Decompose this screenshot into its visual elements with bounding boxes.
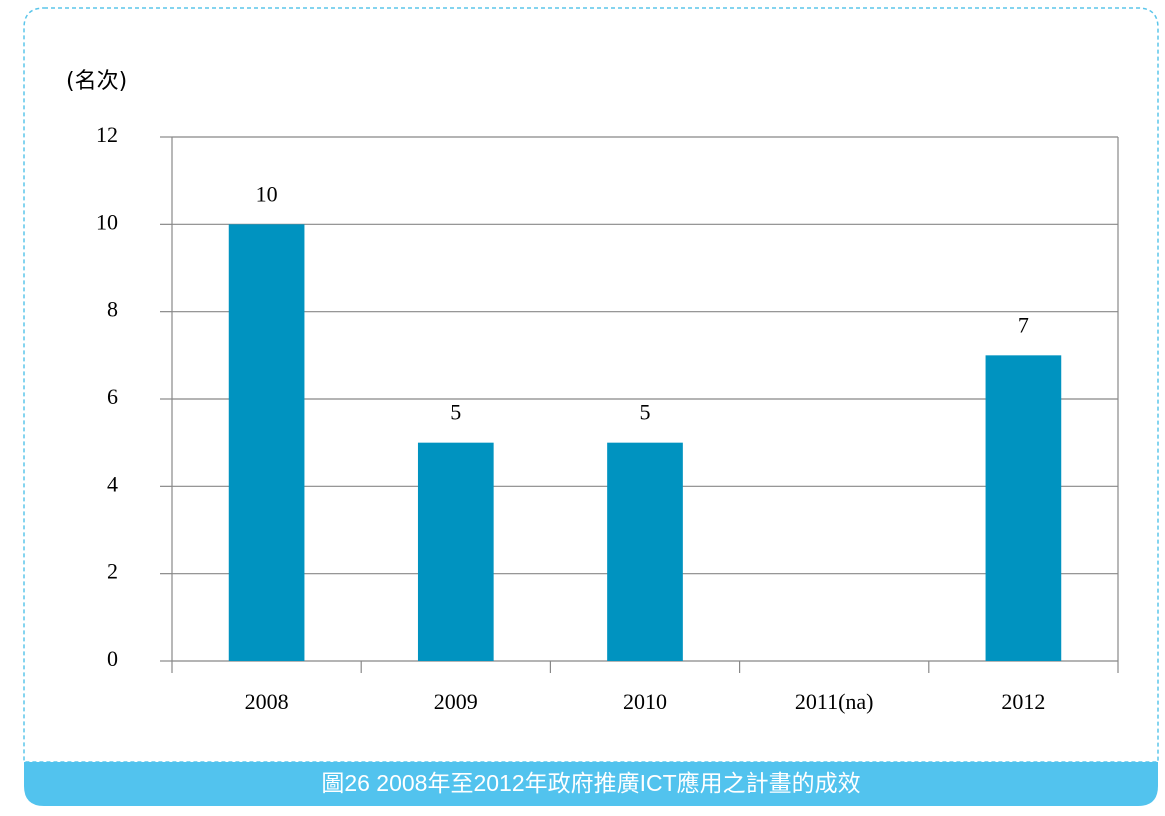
bar (607, 442, 683, 661)
bar (417, 442, 494, 661)
x-tick-label: 2011(na) (795, 689, 874, 714)
value-label: 5 (640, 400, 651, 425)
x-tick-label: 2008 (245, 689, 289, 714)
x-tick-label: 2010 (623, 689, 667, 714)
bar (985, 355, 1062, 661)
value-label: 5 (450, 400, 461, 425)
bar (228, 224, 305, 662)
y-axis-label: (名次) (66, 69, 127, 94)
caption: 圖26 2008年至2012年政府推廣ICT應用之計畫的成效 (321, 770, 860, 796)
x-tick-label: 2012 (1001, 689, 1045, 714)
y-tick-label: 2 (107, 559, 118, 584)
y-tick-label: 6 (107, 384, 118, 409)
y-tick-label: 10 (96, 209, 118, 234)
y-tick-label: 12 (96, 122, 118, 147)
caption-band (24, 762, 1158, 806)
frame (23, 7, 1159, 763)
y-tick-label: 4 (107, 471, 118, 496)
value-label: 7 (1018, 312, 1029, 337)
value-label: 10 (256, 181, 278, 206)
y-tick-label: 0 (107, 646, 118, 671)
x-tick-label: 2009 (434, 689, 478, 714)
y-tick-label: 8 (107, 297, 118, 322)
